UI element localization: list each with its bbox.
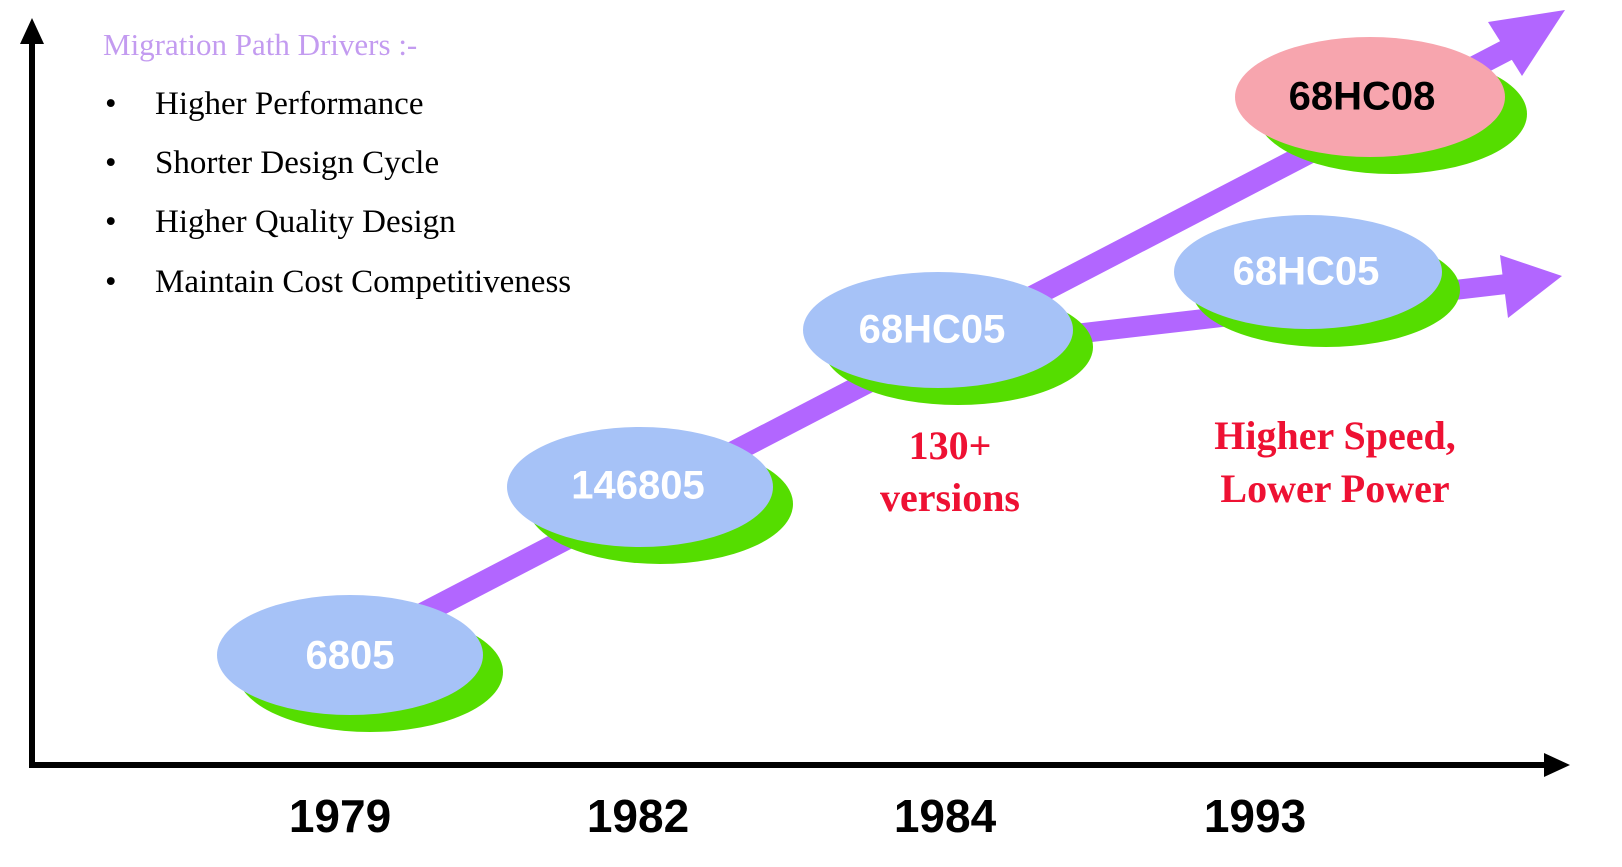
year-label: 1979 [289, 790, 391, 842]
annotation: versions [880, 475, 1020, 520]
node-label: 6805 [306, 634, 395, 678]
bullet: Maintain Cost Competitiveness [155, 264, 571, 300]
annotation: Higher Speed, [1214, 413, 1456, 458]
path-arrow-head [1488, 10, 1565, 76]
x-axis-arrow [1544, 753, 1570, 777]
year-label: 1982 [587, 790, 689, 842]
node [1174, 215, 1442, 329]
year-label: 1984 [894, 790, 997, 842]
node-label: 68HC05 [859, 308, 1006, 352]
annotation: Lower Power [1220, 466, 1449, 511]
node [217, 595, 483, 715]
node-label: 68HC05 [1233, 250, 1380, 294]
node [507, 427, 773, 547]
bullet-dot: • [105, 145, 117, 181]
node [803, 272, 1073, 388]
node [1235, 37, 1505, 157]
annotation: 130+ [909, 423, 992, 468]
heading: Migration Path Drivers :- [103, 27, 417, 62]
bullet-dot: • [105, 86, 117, 122]
bullet-dot: • [105, 264, 117, 300]
bullet: Higher Performance [155, 86, 423, 122]
path-arrow-head [1500, 255, 1562, 318]
node-label: 146805 [571, 464, 704, 508]
bullet: Higher Quality Design [155, 204, 456, 240]
bullet: Shorter Design Cycle [155, 145, 439, 181]
bullet-dot: • [105, 204, 117, 240]
node-label: 68HC08 [1289, 75, 1436, 119]
year-label: 1993 [1204, 790, 1306, 842]
y-axis-arrow [20, 18, 44, 44]
